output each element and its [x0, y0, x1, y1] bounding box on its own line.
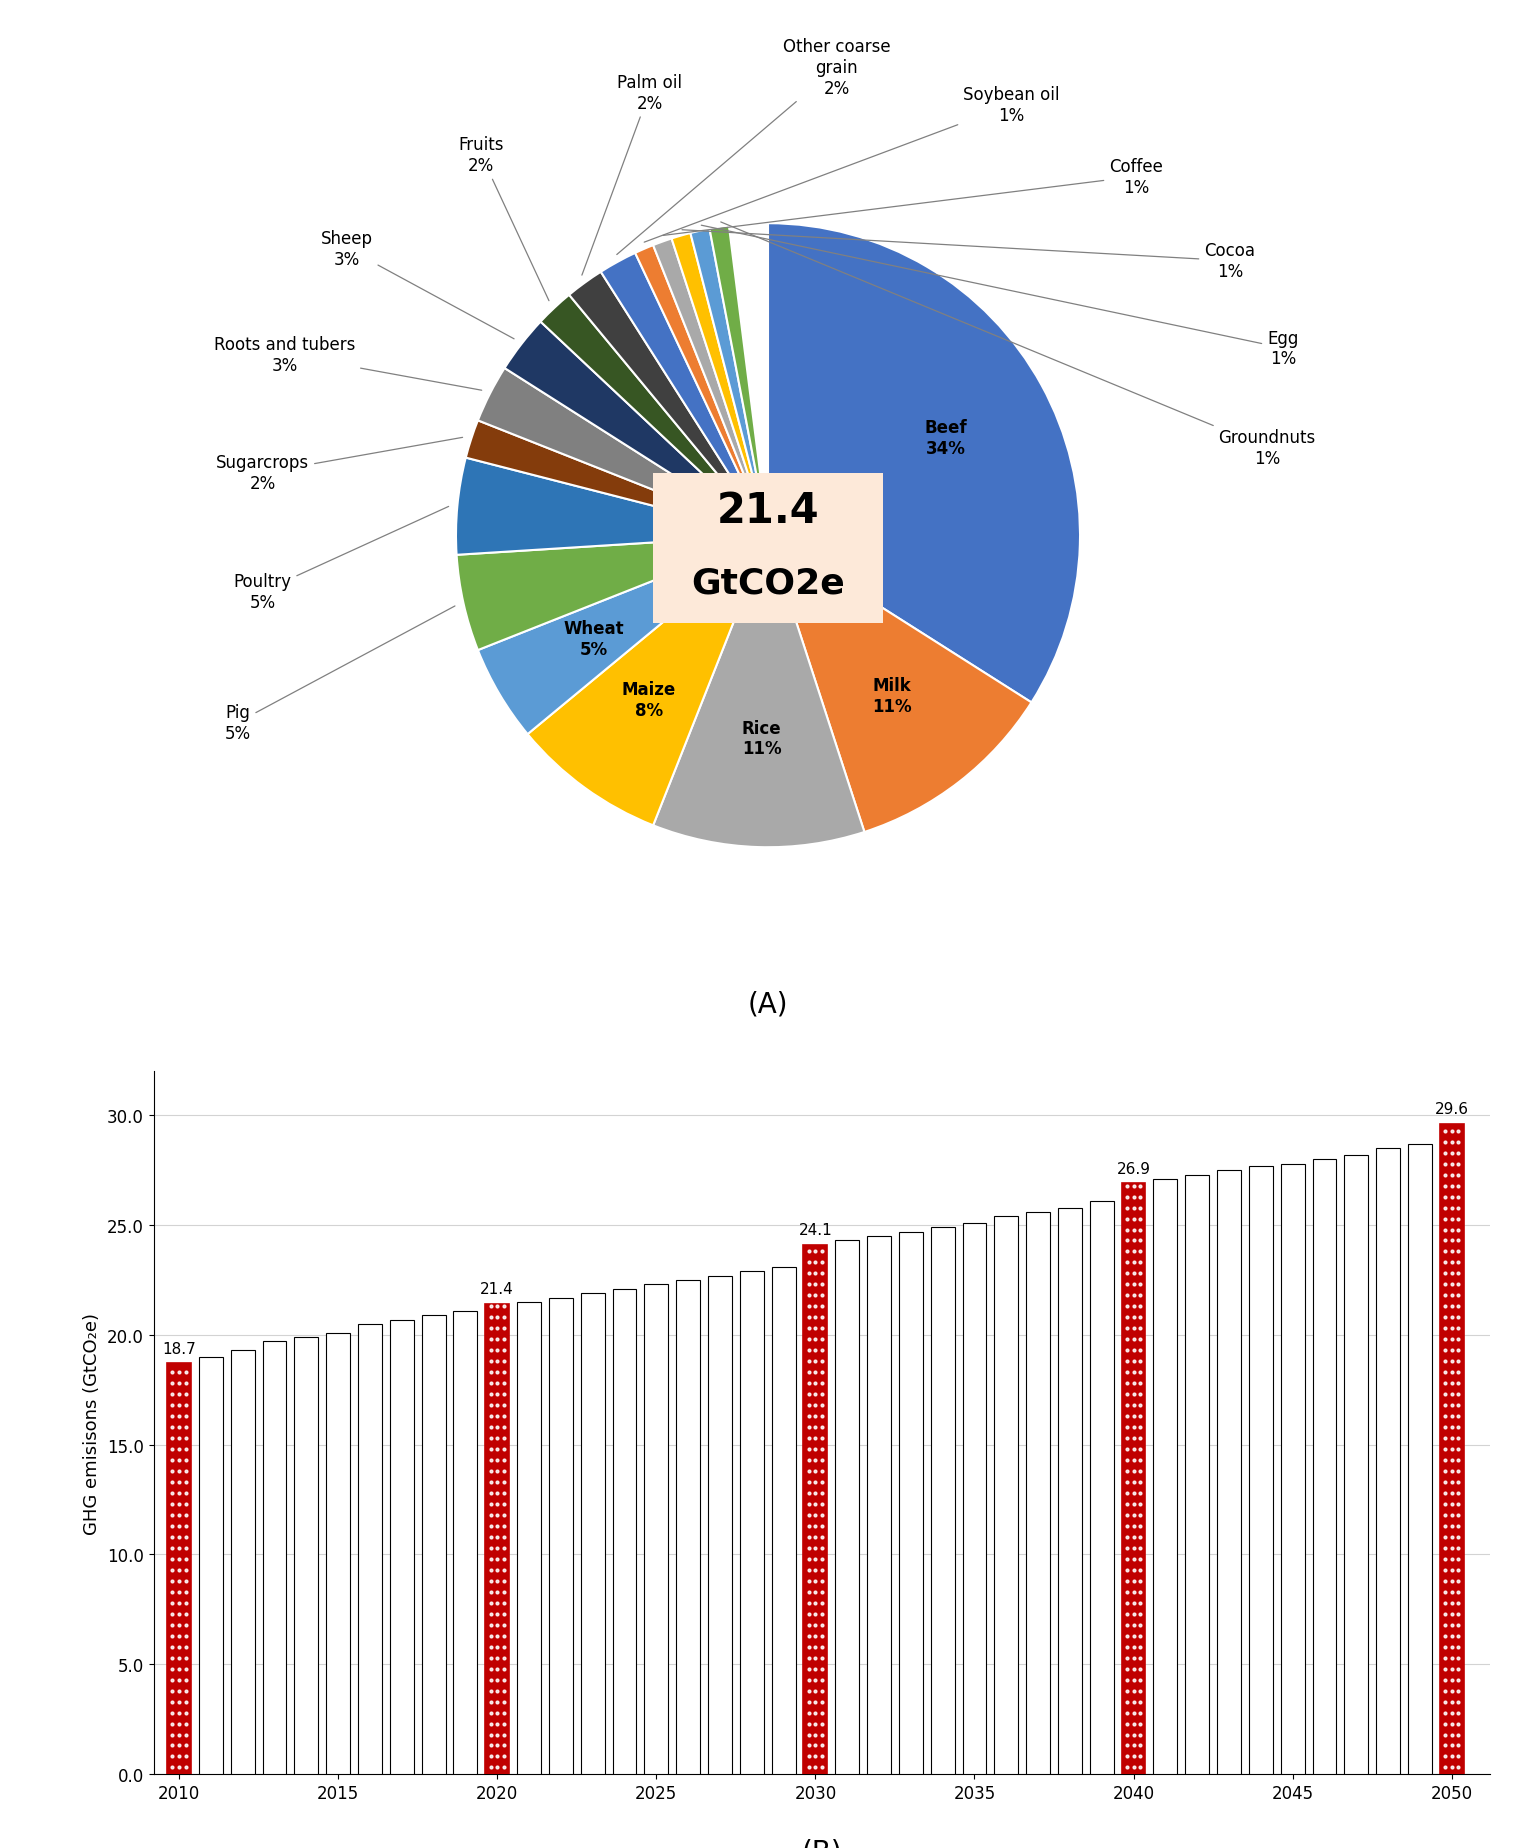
Bar [1121, 1185, 1146, 1774]
Text: 21.4: 21.4 [481, 1283, 515, 1297]
Bar [1344, 1155, 1369, 1774]
Bar [230, 1351, 255, 1774]
Bar [1091, 1201, 1114, 1774]
Bar [963, 1223, 986, 1774]
Bar [899, 1233, 923, 1774]
Wedge shape [636, 246, 768, 536]
Bar [1439, 1124, 1464, 1774]
Wedge shape [541, 296, 768, 536]
Text: 26.9: 26.9 [1117, 1161, 1150, 1175]
Text: Pig
5%: Pig 5% [224, 606, 455, 743]
Bar [613, 1290, 636, 1774]
Text: Other coarse
grain
2%: Other coarse grain 2% [617, 39, 891, 255]
Bar [200, 1356, 223, 1774]
Text: Beef
34%: Beef 34% [925, 419, 968, 458]
Bar [1409, 1144, 1432, 1774]
Bar [453, 1310, 478, 1774]
FancyBboxPatch shape [653, 473, 883, 623]
Text: (B): (B) [802, 1837, 842, 1848]
Text: Milk
11%: Milk 11% [872, 676, 912, 715]
Wedge shape [478, 536, 768, 736]
Bar [263, 1342, 286, 1774]
Text: 21.4: 21.4 [717, 490, 819, 532]
Y-axis label: GHG emisisons (GtCO₂e): GHG emisisons (GtCO₂e) [83, 1312, 101, 1534]
Text: 24.1: 24.1 [799, 1223, 833, 1238]
Wedge shape [768, 536, 1032, 832]
Bar [994, 1216, 1018, 1774]
Wedge shape [527, 536, 768, 826]
Bar [1186, 1175, 1209, 1774]
Wedge shape [671, 235, 768, 536]
Bar [1026, 1212, 1051, 1774]
Text: 29.6: 29.6 [1435, 1101, 1468, 1116]
Bar [1313, 1161, 1336, 1774]
Bar [581, 1294, 605, 1774]
Bar [1058, 1209, 1081, 1774]
Text: Rice
11%: Rice 11% [742, 719, 782, 758]
Bar [1281, 1164, 1304, 1774]
Bar [485, 1305, 508, 1774]
Bar [836, 1240, 859, 1774]
Bar [390, 1319, 413, 1774]
Text: Fruits
2%: Fruits 2% [458, 137, 548, 301]
Text: Sugarcrops
2%: Sugarcrops 2% [217, 438, 462, 493]
Text: (A): (A) [748, 991, 788, 1018]
Bar [868, 1236, 891, 1774]
Bar [548, 1297, 573, 1774]
Wedge shape [601, 253, 768, 536]
Wedge shape [768, 224, 1080, 702]
Text: Sheep
3%: Sheep 3% [321, 229, 515, 340]
Wedge shape [690, 229, 768, 536]
Wedge shape [653, 240, 768, 536]
Wedge shape [504, 322, 768, 536]
Bar [1217, 1170, 1241, 1774]
Bar [1249, 1166, 1273, 1774]
Bar [931, 1227, 954, 1774]
Bar [708, 1275, 731, 1774]
Bar [740, 1271, 763, 1774]
Text: Roots and tubers
3%: Roots and tubers 3% [214, 336, 482, 392]
Wedge shape [465, 421, 768, 536]
Wedge shape [570, 274, 768, 536]
Wedge shape [456, 458, 768, 556]
Text: Egg
1%: Egg 1% [702, 225, 1298, 368]
Wedge shape [653, 536, 865, 848]
Text: Wheat
5%: Wheat 5% [564, 619, 624, 658]
Wedge shape [456, 536, 768, 650]
Text: Coffee
1%: Coffee 1% [664, 157, 1163, 237]
Text: Poultry
5%: Poultry 5% [233, 506, 449, 612]
Bar [358, 1325, 382, 1774]
Bar [676, 1281, 700, 1774]
Text: Maize
8%: Maize 8% [622, 680, 676, 719]
Bar [295, 1338, 318, 1774]
Bar [518, 1303, 541, 1774]
Bar [422, 1316, 445, 1774]
Text: Cocoa
1%: Cocoa 1% [682, 231, 1255, 281]
Text: GtCO2e: GtCO2e [691, 565, 845, 601]
Text: Groundnuts
1%: Groundnuts 1% [720, 224, 1316, 468]
Bar [1376, 1149, 1399, 1774]
Bar [771, 1268, 796, 1774]
Bar [645, 1284, 668, 1774]
Wedge shape [478, 370, 768, 536]
Text: 18.7: 18.7 [163, 1342, 197, 1356]
Wedge shape [710, 227, 768, 536]
Text: Palm oil
2%: Palm oil 2% [582, 74, 682, 275]
Bar [167, 1364, 190, 1774]
Bar [326, 1332, 350, 1774]
Bar [803, 1246, 828, 1774]
Bar [1154, 1179, 1177, 1774]
Text: Soybean oil
1%: Soybean oil 1% [644, 87, 1060, 244]
